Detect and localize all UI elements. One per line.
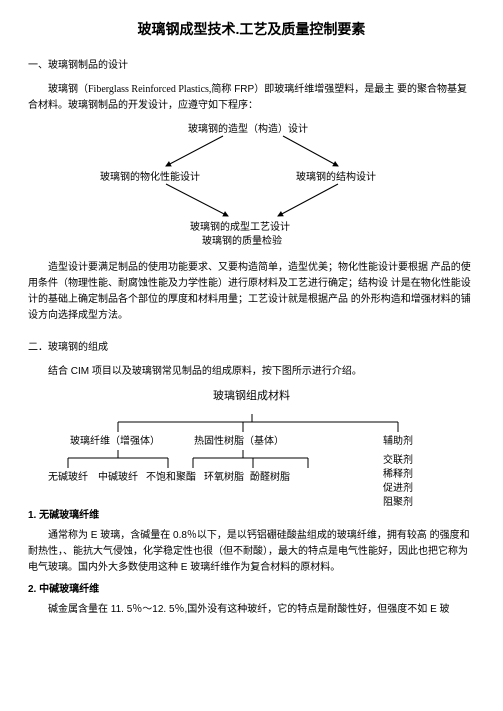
- item2-para: 碱金属含量在 11. 5％～12. 5％,国外没有这种玻纤，它的特点是耐酸性好，…: [28, 602, 475, 618]
- leaf-c: 不饱和聚酯: [146, 470, 196, 486]
- item2-heading: 2. 中碱玻璃纤维: [28, 582, 475, 598]
- diagram1-arrows: [28, 122, 478, 252]
- side2: 稀释剂: [383, 468, 413, 482]
- item1-heading: 1. 无碱玻璃纤维: [28, 508, 475, 524]
- section2-intro: 结合 CIM 项目以及玻璃钢常见制品的组成原料，按下图所示进行介绍。: [28, 364, 475, 380]
- para1-frp: Fiberglass Reinforced Plastics,: [88, 84, 211, 95]
- tree-diagram: 玻璃纤维（增强体） 热固性树脂（基体） 辅助剂 无碱玻纤 中碱玻纤 不饱和聚酯 …: [28, 414, 475, 500]
- leaf-b: 中碱玻纤: [98, 470, 138, 486]
- flow-diagram-1: 玻璃钢的造型（构造）设计 玻璃钢的物化性能设计 玻璃钢的结构设计 玻璃钢的成型工…: [28, 122, 475, 252]
- section2-heading: 二．玻璃钢的组成: [28, 340, 475, 356]
- tree-left: 玻璃纤维（增强体）: [70, 434, 160, 450]
- leaf-e: 酚醛树脂: [250, 470, 290, 486]
- tree-right: 辅助剂: [383, 434, 413, 450]
- section1-heading: 一、玻璃钢制品的设计: [28, 58, 475, 74]
- page-title: 玻璃钢成型技术.工艺及质量控制要素: [28, 18, 475, 40]
- tree-title: 玻璃钢组成材料: [28, 388, 475, 406]
- side-list: 交联剂 稀释剂 促进剂 阻聚剂: [383, 454, 413, 510]
- side4: 阻聚剂: [383, 496, 413, 510]
- leaf-d: 环氧树脂: [204, 470, 244, 486]
- item1-para: 通常称为 E 玻璃，含碱量在 0.8％以下，是以钙铝硼硅酸盐组成的玻璃纤维，拥有…: [28, 528, 475, 576]
- leaf-a: 无碱玻纤: [48, 470, 88, 486]
- side3: 促进剂: [383, 482, 413, 496]
- side1: 交联剂: [383, 454, 413, 468]
- tree-mid: 热固性树脂（基体）: [194, 434, 284, 450]
- section1-para1: 玻璃钢（Fiberglass Reinforced Plastics,简称 FR…: [28, 82, 475, 114]
- section1-para2: 造型设计要满足制品的使用功能要求、又要构造简单，造型优美；物化性能设计要根据 产…: [28, 260, 475, 324]
- para1-a: 玻璃钢（: [48, 84, 88, 95]
